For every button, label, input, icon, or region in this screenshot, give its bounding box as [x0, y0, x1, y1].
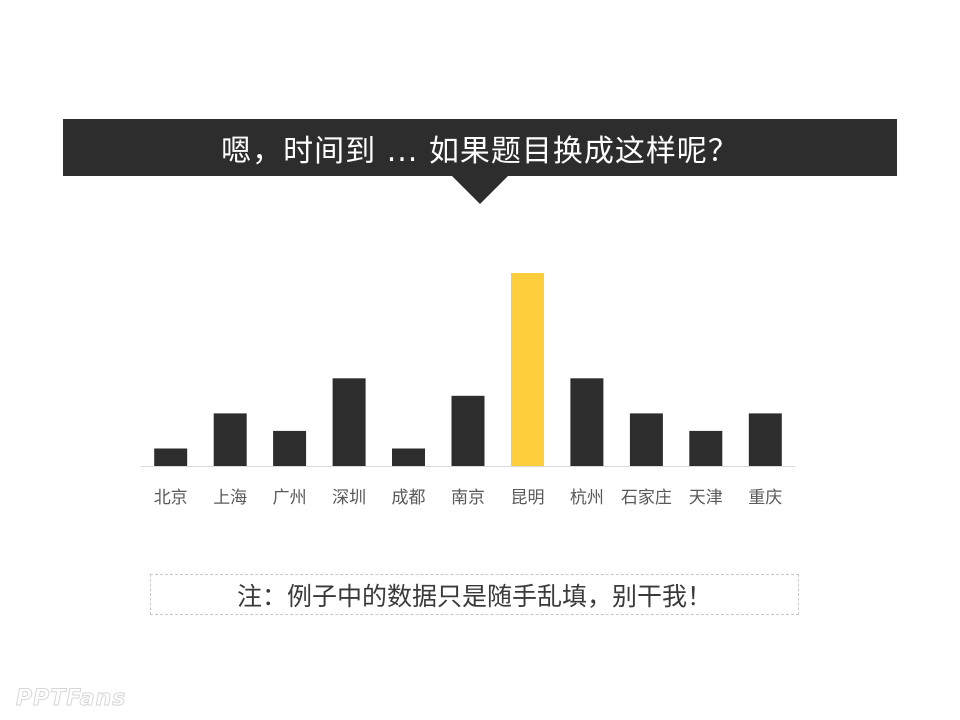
note-box: 注：例子中的数据只是随手乱填，别干我！ [150, 574, 799, 615]
banner-pointer [452, 176, 508, 204]
bar-重庆 [748, 413, 782, 466]
bar-广州 [273, 430, 307, 466]
x-tick-label: 深圳 [332, 488, 366, 508]
bar-北京 [154, 448, 188, 466]
x-tick-label: 天津 [689, 488, 723, 508]
bar-深圳 [332, 378, 366, 466]
bar-天津 [689, 430, 723, 466]
bar-南京 [451, 395, 485, 466]
x-tick-label: 重庆 [748, 488, 782, 508]
x-tick-label: 南京 [451, 488, 485, 508]
bar-上海 [213, 413, 247, 466]
x-tick-label: 广州 [273, 488, 307, 508]
bar-石家庄 [629, 413, 663, 466]
pptfans-logo: PPTFans [15, 686, 127, 712]
bar-杭州 [570, 378, 604, 466]
x-tick-label: 上海 [213, 488, 247, 508]
note-text: 注：例子中的数据只是随手乱填，别干我！ [236, 581, 712, 611]
x-tick-label: 成都 [392, 488, 426, 508]
x-tick-label: 北京 [154, 488, 188, 508]
bar-昆明 [511, 273, 544, 466]
banner-title: 嗯，时间到 ... 如果题目换成这样呢？ [221, 133, 739, 169]
title-banner: 嗯，时间到 ... 如果题目换成这样呢？ [63, 119, 897, 176]
bar-成都 [392, 448, 425, 466]
x-tick-label: 石家庄 [621, 488, 672, 508]
x-tick-label: 昆明 [511, 488, 545, 508]
x-tick-label: 杭州 [570, 488, 604, 508]
